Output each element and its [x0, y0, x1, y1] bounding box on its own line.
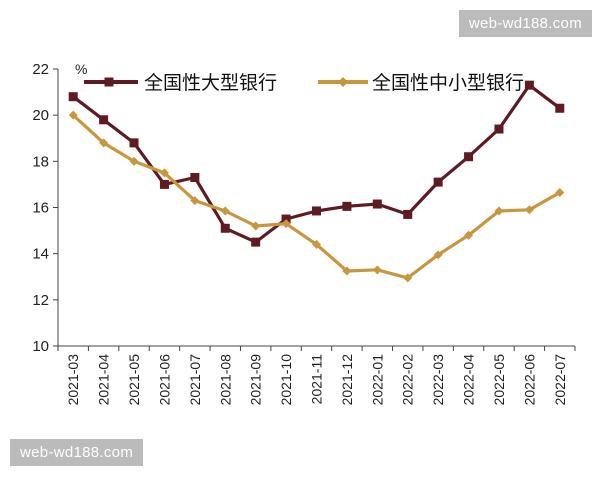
x-tick-label: 2021-05	[126, 354, 142, 406]
x-tick-label: 2022-06	[521, 354, 537, 406]
data-point	[99, 138, 109, 148]
x-tick-label: 2021-11	[309, 354, 325, 405]
x-tick-label: 2021-04	[96, 354, 112, 406]
x-tick-label: 2022-02	[400, 354, 416, 406]
data-point	[190, 196, 200, 206]
data-point	[372, 199, 382, 209]
data-point	[251, 221, 261, 231]
watermark-top: web-wd188.com	[458, 10, 592, 37]
data-point	[281, 214, 291, 224]
data-point	[524, 80, 534, 90]
legend-marker-large-banks	[104, 77, 114, 87]
y-tick-label: 20	[32, 107, 49, 124]
y-tick-label: 14	[32, 246, 49, 263]
x-tick-label: 2022-01	[369, 354, 385, 406]
series-line	[72, 83, 561, 244]
x-tick-label: 2021-09	[248, 354, 264, 406]
data-point	[433, 177, 443, 187]
data-point	[555, 187, 565, 197]
x-tick-label: 2021-10	[278, 354, 294, 406]
y-tick-label: 18	[32, 153, 49, 170]
data-point	[190, 172, 200, 182]
data-point	[220, 206, 230, 216]
data-point	[342, 266, 352, 276]
data-point	[281, 219, 291, 229]
data-point	[129, 138, 139, 148]
x-tick-label: 2021-07	[187, 354, 203, 406]
data-point	[129, 156, 139, 166]
x-tick-label: 2022-03	[430, 354, 446, 406]
x-axis-ticks: 2021-03 2021-04 2021-05 2021-06 2021-07 2021-…	[57, 346, 576, 406]
data-point	[99, 115, 109, 125]
data-point	[159, 168, 169, 178]
data-point	[403, 273, 413, 283]
data-point	[251, 237, 261, 247]
data-point	[464, 152, 474, 162]
data-point	[220, 223, 230, 233]
x-tick-label: 2021-12	[339, 354, 355, 406]
data-point	[403, 209, 413, 219]
data-point	[68, 110, 78, 120]
y-tick-label: 16	[32, 200, 49, 217]
data-point	[494, 206, 504, 216]
data-point	[312, 206, 321, 216]
series-group	[68, 80, 565, 283]
y-axis-ticks: 10 12 14 16 18 20 22	[32, 61, 58, 355]
data-point	[555, 103, 565, 113]
x-tick-label: 2021-03	[65, 354, 81, 406]
y-tick-label: 12	[32, 292, 49, 309]
y-tick-label: 10	[32, 338, 49, 355]
data-point	[464, 230, 474, 240]
data-point	[342, 201, 352, 211]
legend: 全国性大型银行 全国性中小型银行	[84, 72, 524, 94]
series-1	[68, 110, 565, 283]
x-tick-label: 2022-07	[552, 354, 568, 406]
legend-marker-small-medium-banks	[338, 77, 348, 87]
x-tick-label: 2021-06	[156, 354, 172, 406]
data-point	[372, 265, 382, 275]
legend-label-small-medium-banks: 全国性中小型银行	[372, 72, 524, 94]
y-tick-label: 22	[32, 61, 49, 78]
data-point	[159, 179, 169, 189]
legend-label-large-banks: 全国性大型银行	[144, 72, 277, 94]
data-point	[433, 250, 443, 260]
x-tick-label: 2021-08	[217, 354, 233, 406]
data-point	[68, 92, 78, 102]
data-point	[494, 124, 504, 134]
data-point	[524, 205, 534, 215]
x-tick-label: 2022-05	[491, 354, 507, 406]
x-tick-label: 2022-04	[461, 354, 477, 406]
data-point	[312, 239, 321, 249]
watermark-bottom: web-wd188.com	[10, 439, 144, 466]
y-unit-label: %	[75, 61, 87, 77]
